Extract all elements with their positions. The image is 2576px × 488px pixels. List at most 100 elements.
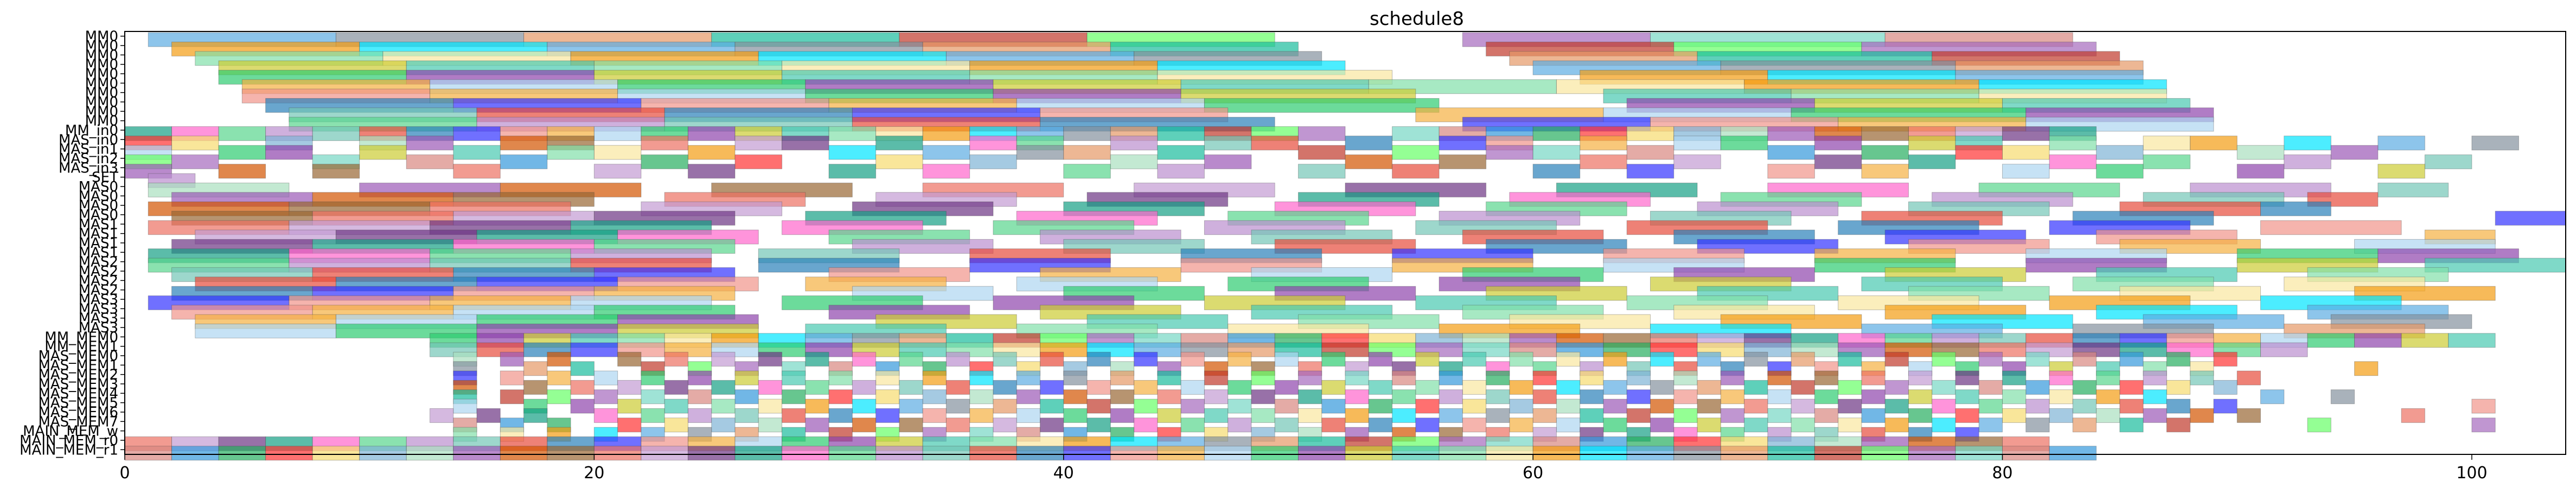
- task-bar: [1838, 418, 1862, 433]
- task-bar: [1392, 389, 1416, 404]
- task-bar: [899, 351, 923, 367]
- task-bar: [1134, 380, 1158, 395]
- y-tick-label: MAS_in1: [59, 142, 118, 158]
- task-bar: [500, 370, 525, 386]
- task-bar: [687, 145, 736, 160]
- task-bar: [1486, 389, 1510, 404]
- task-bar: [1955, 389, 1979, 404]
- task-bar: [2236, 164, 2285, 179]
- task-bar: [1603, 380, 1627, 395]
- task-bar: [852, 418, 877, 433]
- task-bar: [1720, 370, 1745, 386]
- task-bar: [2002, 164, 2050, 179]
- task-bar: [734, 136, 783, 151]
- task-bar: [2330, 389, 2355, 404]
- task-bar: [1955, 408, 1979, 423]
- task-bar: [1063, 164, 1111, 179]
- task-bar: [1157, 164, 1205, 179]
- task-bar: [1814, 154, 1862, 169]
- task-bar: [758, 399, 783, 414]
- task-bar: [593, 446, 642, 461]
- task-bar: [1532, 126, 1581, 141]
- task-bar: [2471, 418, 2496, 433]
- task-bar: [1392, 126, 1440, 141]
- task-bar: [1884, 351, 1909, 367]
- task-bar: [265, 145, 313, 160]
- task-bar: [1509, 418, 1533, 433]
- task-bar: [687, 370, 712, 386]
- task-bar: [2096, 164, 2144, 179]
- task-bar: [1955, 446, 2003, 461]
- y-tick-label: MAS1: [79, 216, 118, 233]
- task-bar: [1228, 399, 1252, 414]
- task-bar: [1415, 418, 1440, 433]
- task-bar: [1368, 380, 1393, 395]
- task-bar: [1838, 380, 1862, 395]
- task-bar: [1274, 351, 1299, 367]
- task-bar: [1720, 408, 1745, 423]
- task-bar: [1321, 351, 1346, 367]
- task-bar: [2049, 446, 2097, 461]
- task-bar: [1134, 351, 1158, 367]
- task-bar: [969, 154, 1017, 169]
- task-bar: [2049, 389, 2073, 404]
- task-bar: [641, 370, 665, 386]
- task-bar: [570, 342, 618, 357]
- task-bar: [1532, 145, 1581, 160]
- task-bar: [1767, 164, 1815, 179]
- task-bar: [1532, 389, 1557, 404]
- task-bar: [1861, 126, 1909, 141]
- task-bar: [1814, 389, 1839, 404]
- task-bar: [1532, 408, 1557, 423]
- task-bar: [2401, 333, 2449, 348]
- task-bar: [2236, 145, 2285, 160]
- task-bar: [734, 446, 783, 461]
- task-bar: [1297, 164, 1346, 179]
- task-bar: [2236, 408, 2261, 423]
- task-bar: [1955, 145, 2003, 160]
- task-bar: [828, 389, 853, 404]
- task-bar: [969, 408, 994, 423]
- task-bar: [758, 418, 783, 433]
- task-bar: [711, 351, 736, 367]
- task-bar: [500, 389, 525, 404]
- task-bar: [1861, 446, 1909, 461]
- task-bar: [687, 164, 736, 179]
- task-bar: [1932, 399, 1956, 414]
- task-bar: [2448, 333, 2496, 348]
- task-bar: [1908, 408, 1933, 423]
- y-tick-label: MM0: [85, 94, 118, 111]
- task-bar: [2236, 370, 2261, 386]
- task-bar: [312, 126, 360, 141]
- task-bar: [547, 370, 571, 386]
- task-bar: [1392, 408, 1416, 423]
- task-bar: [1486, 408, 1510, 423]
- task-bar: [1932, 351, 1956, 367]
- task-bar: [1204, 370, 1229, 386]
- task-bar: [2213, 380, 2238, 395]
- task-bar: [2143, 408, 2167, 423]
- task-bar: [875, 389, 900, 404]
- task-bar: [1532, 370, 1557, 386]
- plot-frame: [124, 31, 2566, 455]
- x-tick-label: 0: [119, 464, 130, 483]
- task-bar: [1110, 446, 1158, 461]
- task-bar: [1767, 408, 1792, 423]
- task-bar: [1814, 408, 1839, 423]
- y-tick-label: MAS3: [79, 301, 118, 317]
- y-tick-label: MM0: [85, 104, 118, 120]
- task-bar: [1814, 136, 1862, 151]
- y-tick-label: SET: [92, 170, 118, 186]
- task-bar: [1134, 399, 1158, 414]
- task-bar: [1157, 446, 1205, 461]
- task-bar: [922, 164, 970, 179]
- task-bar: [1063, 389, 1088, 404]
- task-bar: [1978, 418, 2003, 433]
- task-bar: [1063, 408, 1088, 423]
- task-bar: [593, 389, 618, 404]
- task-bar: [2096, 145, 2144, 160]
- task-bars: [124, 32, 2566, 461]
- task-bar: [1086, 399, 1111, 414]
- task-bar: [1016, 389, 1040, 404]
- task-bar: [922, 389, 947, 404]
